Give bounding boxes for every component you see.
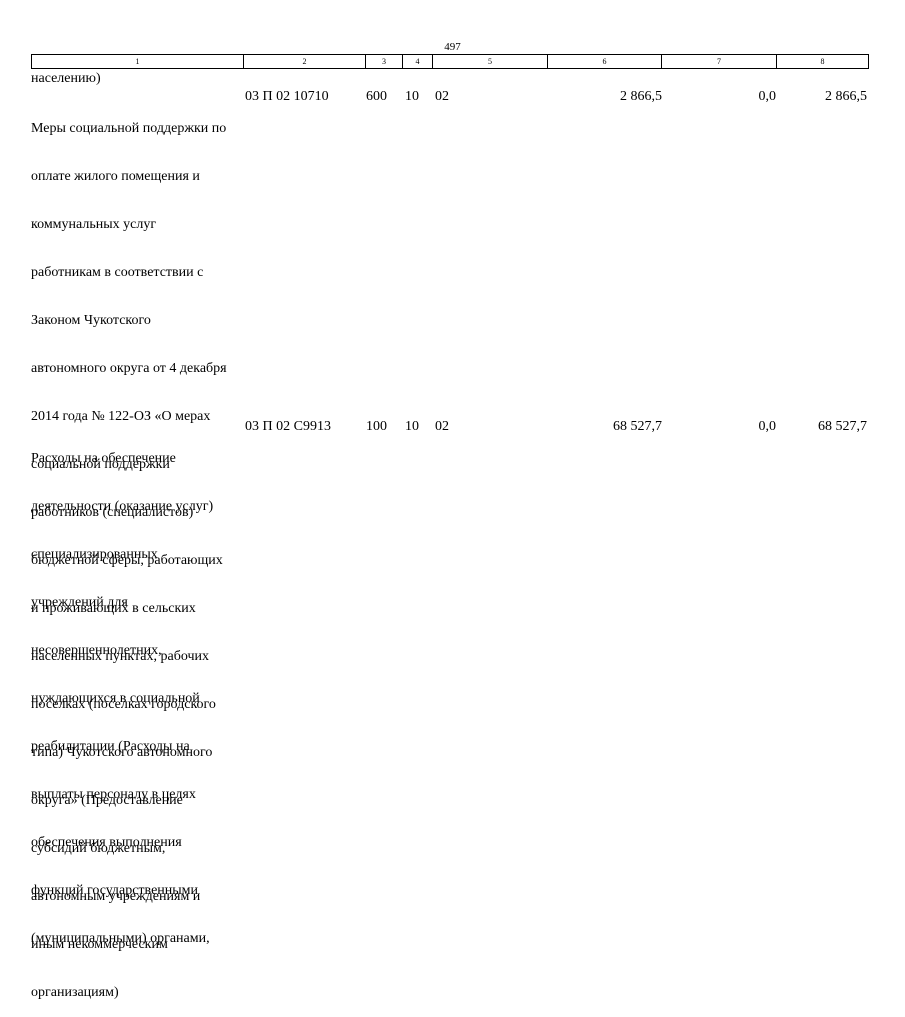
row-2-desc-line: несовершеннолетних, [31, 643, 162, 658]
row-2-desc-line: функций государственными [31, 883, 199, 898]
row-1-desc-line: работникам в соответствии с [31, 265, 204, 280]
row-1-desc-line: оплате жилого помещения и [31, 169, 200, 184]
header-col-7: 7 [661, 54, 777, 69]
row-1-desc-line: и проживающих в сельских [31, 601, 196, 616]
header-col-5: 5 [432, 54, 548, 69]
row-1-code: 03 П 02 10710 [245, 89, 329, 104]
column-number-header: 1 2 3 4 5 6 7 8 [31, 54, 869, 69]
continuation-text: населению) [31, 71, 101, 86]
row-1-desc-line: 2014 года № 122-ОЗ «О мерах [31, 409, 211, 424]
row-2-desc-line: учреждений для [31, 595, 128, 610]
row-1-col6: 2 866,5 [620, 89, 662, 104]
row-1-col5: 02 [435, 89, 449, 104]
row-1-desc-line: работников (специалистов) [31, 505, 194, 520]
row-2-desc-line: деятельности (оказание услуг) [31, 499, 214, 514]
row-2-col6: 68 527,7 [613, 419, 662, 434]
row-2-desc-line: специализированных [31, 547, 158, 562]
header-col-6: 6 [547, 54, 662, 69]
row-2-desc-line: нуждающихся в социальной [31, 691, 200, 706]
row-2-desc-line: обеспечения выполнения [31, 835, 182, 850]
row-1-desc-line: Законом Чукотского [31, 313, 151, 328]
header-col-4: 4 [402, 54, 433, 69]
row-2-col5: 02 [435, 419, 449, 434]
row-1-desc-line: организациям) [31, 985, 119, 1000]
row-1-col4: 10 [405, 89, 419, 104]
row-1-desc-line: Меры социальной поддержки по [31, 121, 227, 136]
row-2-col4: 10 [405, 419, 419, 434]
row-1-col3: 600 [366, 89, 387, 104]
header-col-3: 3 [365, 54, 403, 69]
row-2-col8: 68 527,7 [818, 419, 867, 434]
row-2-col7: 0,0 [758, 419, 777, 434]
row-2-col3: 100 [366, 419, 387, 434]
header-col-8: 8 [776, 54, 869, 69]
row-2-description: Расходы на обеспечение деятельности (ока… [31, 419, 243, 963]
header-col-2: 2 [243, 54, 366, 69]
row-1-desc-line: социальной поддержки [31, 457, 170, 472]
header-col-1: 1 [31, 54, 244, 69]
row-2-desc-line: реабилитации (Расходы на [31, 739, 190, 754]
row-1-desc-line: бюджетной сферы, работающих [31, 553, 223, 568]
row-1-col8: 2 866,5 [825, 89, 867, 104]
row-2-desc-line: выплаты персоналу в целях [31, 787, 196, 802]
row-2-code: 03 П 02 С9913 [245, 419, 331, 434]
row-1-col7: 0,0 [758, 89, 777, 104]
row-2-desc-line: Расходы на обеспечение [31, 451, 176, 466]
page-number: 497 [444, 41, 461, 53]
row-1-desc-line: коммунальных услуг [31, 217, 157, 232]
row-2-desc-line: (муниципальными) органами, [31, 931, 210, 946]
row-1-desc-line: автономного округа от 4 декабря [31, 361, 227, 376]
